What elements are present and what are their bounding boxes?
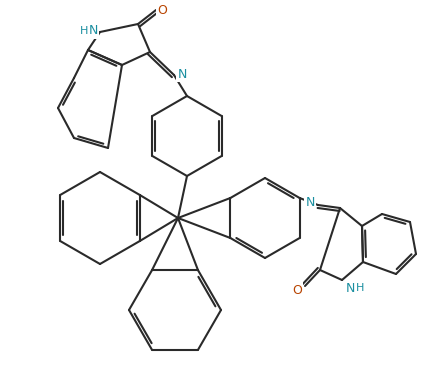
Text: H: H xyxy=(355,283,363,293)
Text: N: N xyxy=(305,197,314,209)
Text: N: N xyxy=(345,282,354,294)
Text: O: O xyxy=(291,284,301,297)
Text: H: H xyxy=(79,26,88,36)
Text: O: O xyxy=(157,5,167,18)
Text: N: N xyxy=(88,24,98,38)
Text: N: N xyxy=(177,68,186,80)
